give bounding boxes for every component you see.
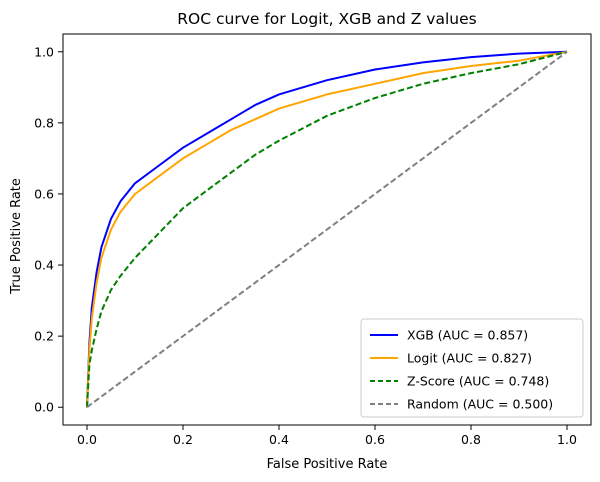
x-axis: 0.0 0.2 0.4 0.6 0.8 1.0 — [77, 425, 577, 447]
x-tick-label: 1.0 — [557, 432, 577, 447]
series-line-0 — [86, 50, 568, 408]
series-line-2 — [86, 50, 568, 408]
y-tick-label: 0.8 — [34, 115, 54, 130]
y-tick-label: 0.2 — [34, 329, 54, 344]
legend-label: Logit (AUC = 0.827) — [407, 351, 532, 366]
x-tick-label: 0.4 — [269, 432, 289, 447]
x-axis-label: False Positive Rate — [267, 457, 388, 472]
y-axis-label: True Positive Rate — [9, 178, 24, 295]
legend-label: Z-Score (AUC = 0.748) — [407, 374, 549, 389]
x-tick-label: 0.2 — [173, 432, 193, 447]
y-tick-label: 0.4 — [34, 258, 54, 273]
plot-frame — [62, 33, 592, 426]
legend-label: XGB (AUC = 0.857) — [407, 328, 528, 343]
x-tick-label: 0.0 — [77, 432, 97, 447]
y-tick-label: 1.0 — [34, 44, 54, 59]
x-tick-label: 0.8 — [461, 432, 481, 447]
series-line-1 — [86, 50, 568, 408]
legend: XGB (AUC = 0.857) Logit (AUC = 0.827) Z-Sc… — [360, 318, 584, 418]
y-tick-label: 0.6 — [34, 186, 54, 201]
y-tick-label: 0.0 — [34, 400, 54, 415]
y-axis: 0.0 0.2 0.4 0.6 0.8 1.0 — [34, 44, 63, 415]
plot-area — [62, 33, 592, 426]
legend-label: Random (AUC = 0.500) — [407, 397, 553, 412]
series-line-3 — [86, 50, 568, 409]
chart-title: ROC curve for Logit, XGB and Z values — [177, 10, 476, 28]
legend-box — [360, 318, 584, 418]
x-tick-label: 0.6 — [365, 432, 385, 447]
